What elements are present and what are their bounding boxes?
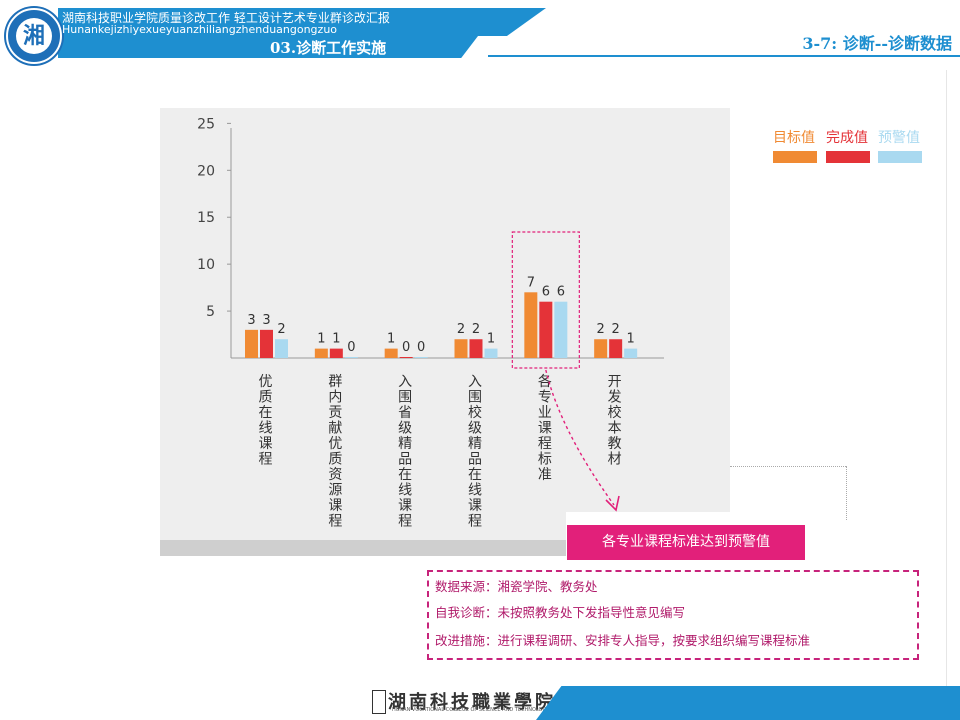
decor-dotted-line [730, 466, 846, 467]
school-logo-glyph: 湘 [16, 18, 52, 54]
bar-value-label: 3 [262, 313, 270, 328]
footer-logo-subtitle: HUNAN VOCATIONAL COLLEGE OF SCIENCE AND … [392, 707, 550, 713]
chart-panel [160, 108, 730, 512]
bar [314, 348, 328, 358]
header-title-band [58, 36, 478, 58]
bar [399, 357, 413, 358]
legend-swatch-warning [878, 151, 922, 163]
notes-box: 数据来源：湘瓷学院、教务处 自我诊断：未按照教务处下发指导性意见编写 改进措施：… [427, 570, 919, 660]
header-title: 湖南科技职业学院质量诊改工作 轻工设计艺术专业群诊改汇报 [62, 11, 390, 25]
footer-band [536, 686, 960, 720]
bar-value-label: 2 [597, 322, 605, 337]
school-logo: 湘 [6, 8, 62, 64]
bar [554, 301, 568, 358]
note-diagnosis: 自我诊断：未按照教务处下发指导性意见编写 [435, 605, 686, 620]
callout-arrow [545, 369, 615, 506]
y-tick-label: 25 [197, 116, 215, 132]
bar [484, 348, 498, 358]
bar-value-label: 2 [612, 322, 620, 337]
top-rule [488, 55, 960, 57]
y-tick-label: 20 [197, 163, 215, 179]
bar [594, 339, 608, 358]
category-label: 群内贡献优质资源课程 [328, 374, 342, 530]
bar-value-label: 0 [402, 340, 410, 355]
category-label: 入围校级精品在线课程 [468, 374, 482, 530]
note-measures: 改进措施：进行课程调研、安排专人指导，按要求组织编写课程标准 [435, 633, 811, 648]
y-tick-label: 5 [206, 304, 215, 320]
bar-value-label: 1 [487, 332, 495, 347]
bar [539, 301, 553, 358]
bar [384, 348, 398, 358]
legend-label-target: 目标值 [773, 130, 815, 146]
bar-value-label: 3 [247, 313, 255, 328]
bar [624, 348, 638, 358]
category-label: 入围省级精品在线课程 [398, 374, 412, 530]
bar [454, 339, 468, 358]
bar-value-label: 2 [277, 322, 285, 337]
bar-value-label: 0 [347, 340, 355, 355]
bar-value-label: 7 [527, 275, 535, 290]
category-label: 优质在线课程 [259, 374, 273, 468]
footer-logo-text: 湖南科技職業學院 [388, 692, 556, 713]
y-tick-label: 15 [197, 210, 215, 226]
bar [275, 339, 288, 358]
y-tick-label: 10 [197, 257, 215, 273]
header-pinyin: Hunankejizhiyexueyuanzhiliangzhenduangon… [62, 23, 338, 36]
chart-panel-shadow [160, 540, 566, 556]
header-band [58, 8, 546, 36]
bar-value-label: 1 [317, 332, 325, 347]
section-title: 03.诊断工作实施 [270, 39, 387, 57]
bar [524, 292, 538, 358]
highlight-box [511, 231, 580, 369]
legend-swatch-target [773, 151, 817, 163]
category-label: 开发校本教材 [608, 374, 622, 468]
bar-value-label: 1 [387, 332, 395, 347]
callout-box: 各专业课程标准达到预警值 [567, 525, 805, 560]
bar-value-label: 2 [457, 322, 465, 337]
note-source: 数据来源：湘瓷学院、教务处 [435, 579, 598, 594]
bar-value-label: 0 [417, 340, 425, 355]
bar-value-label: 6 [557, 285, 565, 300]
page-code: 3-7: 诊断--诊断数据 [802, 34, 952, 53]
bar [609, 339, 623, 358]
bar [260, 329, 273, 358]
bar [245, 329, 258, 358]
bar-value-label: 1 [627, 332, 635, 347]
legend-swatch-done [826, 151, 870, 163]
bar [414, 357, 428, 358]
legend-label-done: 完成值 [826, 130, 868, 146]
right-edge-line [946, 70, 947, 690]
bar [469, 339, 483, 358]
arrow-head-icon [605, 495, 620, 512]
bar [344, 357, 358, 358]
bar-value-label: 1 [332, 332, 340, 347]
bar-value-label: 6 [542, 285, 550, 300]
decor-dotted-line [846, 466, 847, 520]
legend-label-warning: 预警值 [878, 130, 920, 146]
bar [329, 348, 343, 358]
footer-logo-icon [372, 690, 386, 714]
bar-value-label: 2 [472, 322, 480, 337]
category-label: 各专业课程标准 [538, 374, 552, 483]
